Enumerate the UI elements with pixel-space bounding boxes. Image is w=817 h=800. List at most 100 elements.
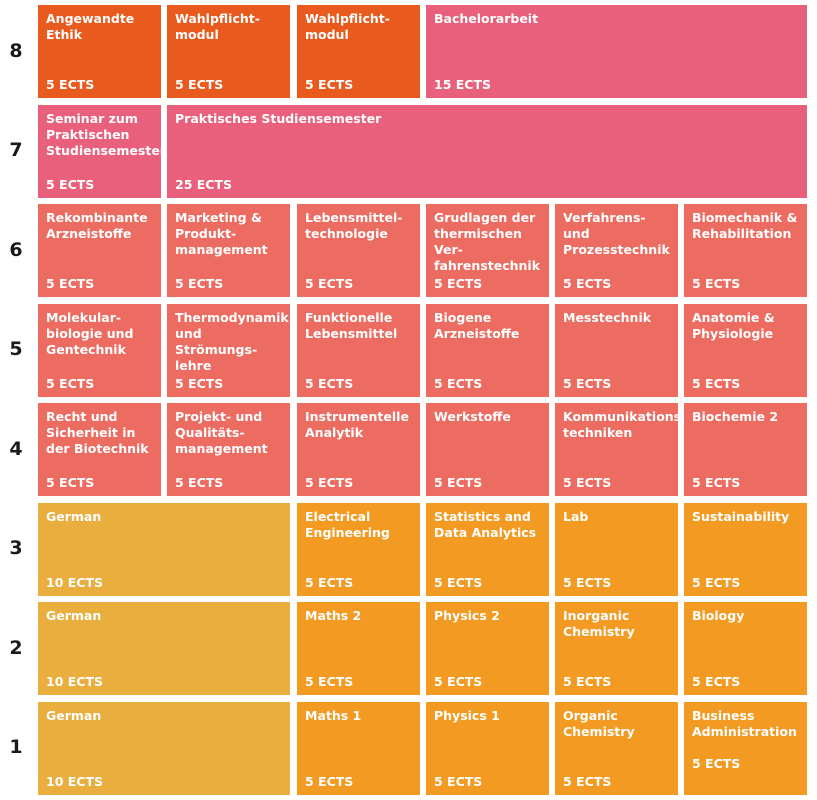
module-ects: 10 ECTS: [46, 773, 103, 789]
module-title: Statistics and Data Analytics: [434, 508, 537, 540]
module-ects: 5 ECTS: [563, 574, 612, 590]
module-card: Business Administration 5 ECTS: [684, 701, 807, 795]
module-card: Verfahrens- und Prozesstechnik 5 ECTS: [555, 204, 678, 297]
module-ects: 5 ECTS: [305, 276, 354, 291]
module-card: Maths 2 5 ECTS: [297, 602, 420, 695]
module-card: Physics 2 5 ECTS: [426, 602, 549, 695]
module-ects: 5 ECTS: [175, 375, 224, 391]
module-title: Business Administration: [692, 707, 797, 739]
module-title: Biochemie 2: [692, 409, 779, 424]
module-card: Anatomie & Physiologie 5 ECTS: [684, 303, 807, 397]
module-title: Maths 1: [305, 707, 362, 723]
module-ects: 5 ECTS: [563, 674, 612, 689]
module-title: Verfahrens- und Prozesstechnik: [563, 210, 670, 257]
module-ects: 5 ECTS: [434, 773, 483, 789]
module-card: Recht und Sicherheit in der Biotechnik 5 …: [38, 403, 161, 496]
module-ects: 10 ECTS: [46, 574, 103, 590]
module-card: Electrical Engineering 5 ECTS: [297, 502, 420, 596]
module-ects: 5 ECTS: [46, 475, 95, 490]
module-card: Maths 1 5 ECTS: [297, 701, 420, 795]
semester-label: 5: [9, 338, 23, 360]
module-card: Grudlagen der thermischen Ver- fahrenste…: [426, 204, 549, 297]
module-card: Wahlpflicht- modul 5 ECTS: [297, 5, 420, 98]
module-title: German: [46, 508, 102, 524]
module-title: Anatomie & Physiologie: [692, 309, 775, 341]
module-title: Funktionelle Lebensmittel: [305, 309, 398, 341]
semester-label: 2: [9, 636, 23, 659]
module-ects: 5 ECTS: [563, 375, 612, 391]
module-title: Molekular- biologie und Gentechnik: [46, 309, 134, 357]
module-ects: 5 ECTS: [175, 276, 224, 291]
module-ects: 5 ECTS: [305, 475, 354, 490]
module-title: Biology: [692, 608, 745, 623]
module-card: Funktionelle Lebensmittel 5 ECTS: [297, 303, 420, 397]
module-card: Biology 5 ECTS: [684, 602, 807, 695]
module-title: Angewandte Ethik: [46, 11, 135, 42]
module-ects: 5 ECTS: [434, 475, 483, 490]
module-title: Messtechnik: [563, 309, 652, 325]
module-title: German: [46, 707, 102, 723]
module-card: Seminar zum Praktischen Studiensemester 5…: [38, 104, 166, 198]
semester-label: 4: [9, 437, 23, 460]
module-ects: 5 ECTS: [46, 276, 95, 291]
module-title: Marketing & Produkt- management: [175, 210, 268, 257]
module-ects: 10 ECTS: [46, 674, 103, 689]
module-title: Instrumentelle Analytik: [305, 409, 409, 440]
module-card: Molekular- biologie und Gentechnik 5 ECTS: [38, 303, 161, 397]
module-title: Wahlpflicht- modul: [175, 11, 260, 42]
module-card: Biomechanik & Rehabilitation 5 ECTS: [684, 204, 807, 297]
module-card: Physics 1 5 ECTS: [426, 701, 549, 795]
module-card: Sustainability 5 ECTS: [684, 502, 807, 596]
module-ects: 5 ECTS: [46, 375, 95, 391]
module-card: Angewandte Ethik 5 ECTS: [38, 5, 161, 98]
module-title: Lab: [563, 508, 589, 524]
module-title: Inorganic Chemistry: [563, 608, 635, 639]
module-ects: 5 ECTS: [692, 674, 741, 689]
module-card: Messtechnik 5 ECTS: [555, 303, 678, 397]
module-title: Lebensmittel- technologie: [305, 210, 403, 241]
module-card: Projekt- und Qualitäts- management 5 ECTS: [167, 403, 290, 496]
module-ects: 5 ECTS: [305, 773, 354, 789]
module-title: Biomechanik & Rehabilitation: [692, 210, 798, 241]
module-card: German 10 ECTS: [38, 602, 290, 695]
module-title: Recht und Sicherheit in der Biotechnik: [46, 409, 149, 456]
module-ects: 5 ECTS: [175, 475, 224, 490]
module-ects: 5 ECTS: [46, 176, 95, 192]
semester-label: 1: [9, 736, 23, 758]
module-ects: 5 ECTS: [692, 475, 741, 490]
module-ects: 5 ECTS: [305, 375, 354, 391]
module-ects: 5 ECTS: [434, 574, 483, 590]
semester-label: 8: [9, 39, 23, 62]
module-ects: 5 ECTS: [692, 755, 741, 771]
module-card: German 10 ECTS: [38, 502, 290, 596]
module-title: Bachelorarbeit: [434, 11, 539, 26]
module-card: German 10 ECTS: [38, 701, 290, 795]
module-title: Maths 2: [305, 608, 362, 623]
module-card: Thermodynamik und Strömungs- lehre 5 ECTS: [167, 303, 290, 397]
module-title: Rekombinante Arzneistoffe: [46, 210, 148, 241]
module-ects: 5 ECTS: [563, 276, 612, 291]
semester-label: 7: [9, 139, 23, 161]
semester-label: 6: [9, 238, 23, 261]
module-card: Organic Chemistry 5 ECTS: [555, 701, 678, 795]
module-title: Physics 1: [434, 707, 500, 723]
semester-label: 3: [9, 537, 23, 559]
module-title: Biogene Arzneistoffe: [434, 309, 520, 341]
module-card: Werkstoffe 5 ECTS: [426, 403, 549, 496]
module-card: Praktisches Studiensemester 25 ECTS: [167, 104, 807, 198]
module-title: Seminar zum Praktischen Studiensemester: [46, 110, 166, 158]
module-title: Projekt- und Qualitäts- management: [175, 409, 268, 456]
module-card: Wahlpflicht- modul 5 ECTS: [167, 5, 290, 98]
module-title: Sustainability: [692, 508, 790, 524]
module-card: Lebensmittel- technologie 5 ECTS: [297, 204, 420, 297]
module-ects: 5 ECTS: [692, 375, 741, 391]
module-ects: 5 ECTS: [175, 77, 224, 92]
module-card: Biogene Arzneistoffe 5 ECTS: [426, 303, 549, 397]
module-ects: 5 ECTS: [305, 674, 354, 689]
module-title: Physics 2: [434, 608, 500, 623]
module-ects: 15 ECTS: [434, 77, 491, 92]
module-ects: 5 ECTS: [434, 674, 483, 689]
module-ects: 5 ECTS: [692, 574, 741, 590]
module-title: Praktisches Studiensemester: [175, 110, 382, 126]
module-title: Thermodynamik und Strömungs- lehre: [175, 309, 289, 373]
